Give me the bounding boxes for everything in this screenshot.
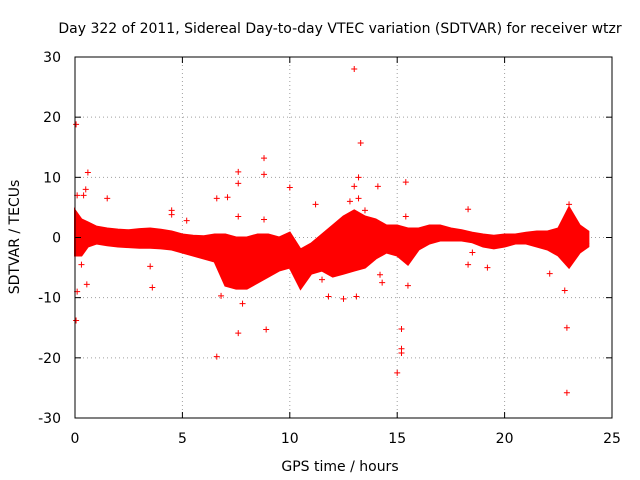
data-point bbox=[73, 121, 80, 128]
data-point bbox=[361, 207, 368, 214]
y-tick-label: -10 bbox=[38, 291, 61, 307]
data-point bbox=[183, 217, 190, 224]
data-point bbox=[576, 225, 583, 232]
tick-layer bbox=[74, 56, 613, 419]
data-band bbox=[74, 205, 590, 291]
data-point bbox=[286, 184, 293, 191]
x-axis-label: GPS time / hours bbox=[281, 459, 398, 475]
x-tick-label: 15 bbox=[388, 431, 406, 447]
outlier-points-layer bbox=[73, 66, 590, 396]
data-point bbox=[404, 282, 411, 289]
data-point bbox=[469, 249, 476, 256]
data-point bbox=[351, 183, 358, 190]
data-point bbox=[351, 66, 358, 73]
data-point bbox=[84, 169, 91, 176]
x-tick-label: 20 bbox=[496, 431, 514, 447]
data-point bbox=[83, 281, 90, 288]
data-point bbox=[82, 186, 89, 193]
data-point bbox=[377, 271, 384, 278]
y-tick-label: -30 bbox=[38, 411, 61, 427]
data-point bbox=[325, 293, 332, 300]
y-tick-label: 30 bbox=[43, 50, 61, 66]
data-point bbox=[261, 155, 268, 162]
y-tick-label: 20 bbox=[43, 110, 61, 126]
x-tick-label: 10 bbox=[281, 431, 299, 447]
chart-title: Day 322 of 2011, Sidereal Day-to-day VTE… bbox=[58, 21, 622, 37]
data-point bbox=[402, 179, 409, 186]
data-point bbox=[147, 263, 154, 270]
data-point bbox=[149, 284, 156, 291]
data-point bbox=[213, 195, 220, 202]
data-point bbox=[261, 171, 268, 178]
x-tick-label: 0 bbox=[71, 431, 80, 447]
data-point bbox=[263, 326, 270, 333]
data-point bbox=[355, 195, 362, 202]
data-point bbox=[78, 261, 85, 268]
data-point bbox=[319, 276, 326, 283]
y-tick-label: -20 bbox=[38, 351, 61, 367]
data-point bbox=[239, 300, 246, 307]
data-point bbox=[312, 201, 319, 208]
data-point bbox=[218, 292, 225, 299]
data-point bbox=[484, 264, 491, 271]
data-point bbox=[465, 261, 472, 268]
data-point bbox=[346, 198, 353, 205]
data-point bbox=[73, 317, 80, 324]
data-point bbox=[104, 195, 111, 202]
data-point bbox=[563, 324, 570, 331]
data-point bbox=[168, 211, 175, 218]
data-point bbox=[402, 213, 409, 220]
data-point bbox=[394, 369, 401, 376]
data-point bbox=[261, 216, 268, 223]
data-point bbox=[235, 168, 242, 175]
data-point bbox=[465, 206, 472, 213]
x-tick-label: 25 bbox=[603, 431, 621, 447]
y-tick-label: 10 bbox=[43, 170, 61, 186]
x-tick-label: 5 bbox=[178, 431, 187, 447]
y-axis-label: SDTVAR / TECUs bbox=[7, 180, 23, 295]
data-point bbox=[353, 293, 360, 300]
data-band-layer bbox=[74, 205, 590, 291]
data-point bbox=[80, 192, 87, 199]
data-point bbox=[374, 183, 381, 190]
y-tick-label: 0 bbox=[52, 231, 61, 247]
data-point bbox=[379, 279, 386, 286]
data-point bbox=[561, 287, 568, 294]
data-point bbox=[583, 240, 590, 247]
data-point bbox=[398, 350, 405, 357]
data-point bbox=[355, 174, 362, 181]
data-point bbox=[566, 201, 573, 208]
tick-label-layer: 0 5 10 15 20 25 -30 -20 -10 0 10 20 30 bbox=[38, 50, 621, 447]
data-point bbox=[546, 270, 553, 277]
data-point bbox=[224, 194, 231, 201]
data-point bbox=[213, 353, 220, 360]
data-point bbox=[340, 295, 347, 302]
data-point bbox=[235, 330, 242, 337]
data-point bbox=[235, 180, 242, 187]
data-point bbox=[563, 389, 570, 396]
data-point bbox=[357, 140, 364, 147]
data-point bbox=[235, 213, 242, 220]
data-point bbox=[398, 325, 405, 332]
